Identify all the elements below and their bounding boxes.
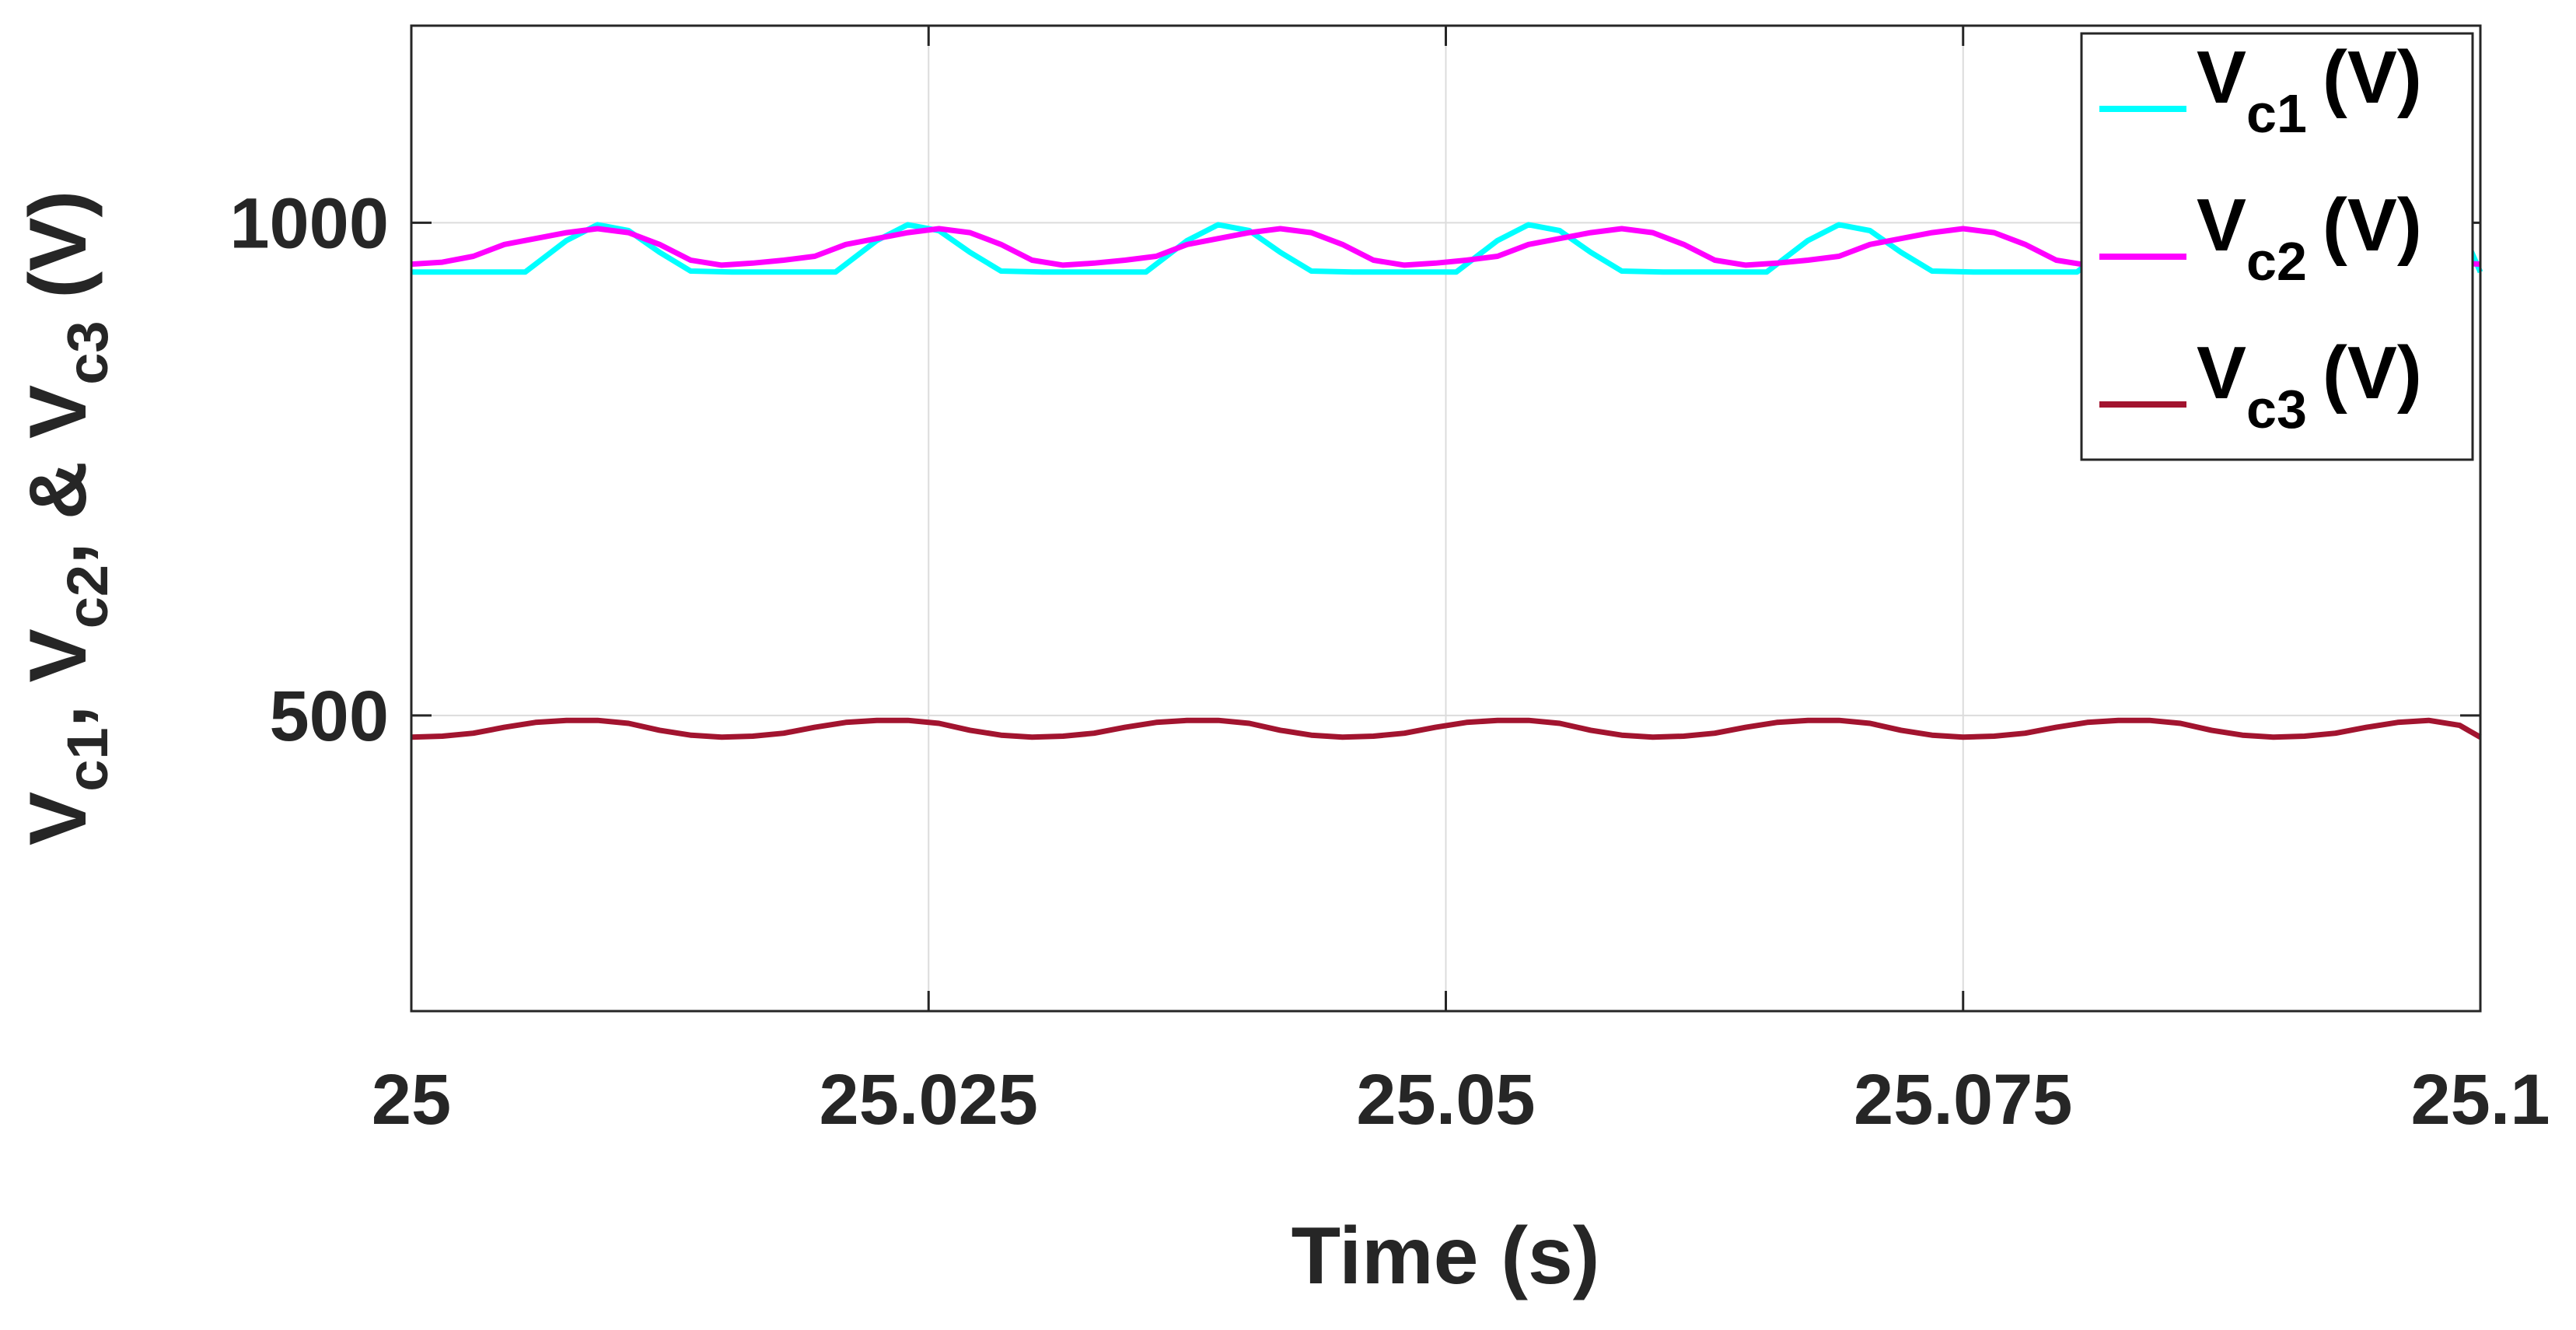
y-axis-title: Vc1, Vc2, & Vc3 (V) bbox=[13, 191, 120, 845]
y-axis-title-subscript: c1 bbox=[55, 727, 120, 791]
y-tick-label: 1000 bbox=[229, 184, 389, 263]
legend-label: Vc1 (V) bbox=[2197, 36, 2422, 144]
x-axis-title: Time (s) bbox=[1291, 1211, 1600, 1301]
ticks bbox=[410, 26, 2482, 1011]
x-tick-label: 25.05 bbox=[1356, 1060, 1535, 1139]
legend: Vc1 (V) Vc2 (V) Vc3 (V) bbox=[2080, 32, 2474, 461]
y-axis-title-part: , V bbox=[13, 628, 103, 727]
x-tick-label: 25.075 bbox=[1854, 1060, 2072, 1139]
y-axis-title-subscript: c2 bbox=[55, 565, 120, 628]
y-axis-title-subscript: c3 bbox=[55, 320, 120, 384]
legend-label: Vc2 (V) bbox=[2197, 184, 2422, 292]
legend-entry-c2: Vc2 (V) bbox=[2099, 184, 2422, 292]
y-axis-title-part: V bbox=[13, 792, 103, 845]
legend-entries: Vc1 (V) Vc2 (V) Vc3 (V) bbox=[2099, 36, 2422, 439]
y-tick-labels: 500 1000 bbox=[229, 184, 389, 756]
y-axis-title-part: (V) bbox=[13, 191, 103, 321]
x-tick-label: 25.1 bbox=[2410, 1060, 2550, 1139]
legend-entry-c1: Vc1 (V) bbox=[2099, 36, 2422, 144]
x-tick-labels: 25 25.025 25.05 25.075 25.1 bbox=[372, 1060, 2550, 1139]
legend-box bbox=[2080, 32, 2474, 461]
legend-entry-c3: Vc3 (V) bbox=[2099, 331, 2422, 439]
x-tick-label: 25 bbox=[372, 1060, 451, 1139]
y-axis-title-part: , & V bbox=[13, 385, 103, 565]
y-tick-label: 500 bbox=[270, 677, 390, 756]
x-tick-label: 25.025 bbox=[820, 1060, 1038, 1139]
legend-label: Vc3 (V) bbox=[2197, 331, 2422, 439]
series-line-c3 bbox=[411, 717, 2482, 740]
